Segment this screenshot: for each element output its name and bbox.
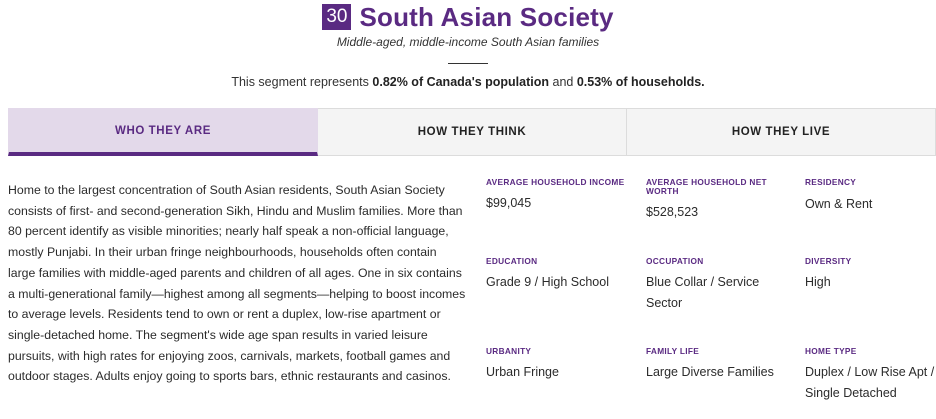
tab-how-they-live[interactable]: HOW THEY LIVE <box>627 108 936 156</box>
fact-average-household-net-worth: AVERAGE HOUSEHOLD NET WORTH $528,523 <box>646 178 786 223</box>
fact-label: OCCUPATION <box>646 256 704 266</box>
fact-value: Grade 9 / High School <box>486 275 609 289</box>
segment-subtitle: Middle-aged, middle-income South Asian f… <box>336 35 600 49</box>
stat-prefix: This segment represents <box>231 75 373 89</box>
fact-value: $99,045 <box>486 196 532 210</box>
stat-middle: and <box>549 75 577 89</box>
fact-label: AVERAGE HOUSEHOLD INCOME <box>486 177 625 187</box>
fact-diversity: DIVERSITY High <box>805 257 935 293</box>
fact-value: $528,523 <box>646 205 699 219</box>
fact-occupation: OCCUPATION Blue Collar / Service Sector <box>646 257 786 314</box>
fact-label: URBANITY <box>486 346 532 356</box>
fact-residency: RESIDENCY Own & Rent <box>805 178 935 215</box>
population-percent: 0.82% of Canada's population <box>372 75 550 89</box>
tab-how-they-think[interactable]: HOW THEY THINK <box>318 108 627 156</box>
fact-value: High <box>805 275 831 289</box>
segment-description: Home to the largest concentration of Sou… <box>8 183 466 384</box>
fact-education: EDUCATION Grade 9 / High School <box>486 257 636 293</box>
fact-family-life: FAMILY LIFE Large Diverse Families <box>646 347 796 383</box>
fact-value: Own & Rent <box>805 197 873 211</box>
fact-value: Blue Collar / Service Sector <box>646 275 760 310</box>
fact-label: AVERAGE HOUSEHOLD NET WORTH <box>646 177 767 196</box>
fact-urbanity: URBANITY Urban Fringe <box>486 347 636 383</box>
fact-label: EDUCATION <box>486 256 538 266</box>
segment-number-badge: 30 <box>322 4 352 30</box>
fact-label: HOME TYPE <box>805 346 857 356</box>
households-percent: 0.53% of households. <box>576 75 705 89</box>
fact-label: RESIDENCY <box>805 177 857 187</box>
fact-value: Large Diverse Families <box>646 365 774 379</box>
title-row: 30 South Asian Society <box>0 2 936 32</box>
fact-value: Duplex / Low Rise Apt / Single Detached <box>805 365 935 400</box>
segment-tabs: WHO THEY ARE HOW THEY THINK HOW THEY LIV… <box>8 108 936 156</box>
fact-home-type: HOME TYPE Duplex / Low Rise Apt / Single… <box>805 347 936 404</box>
header-divider <box>448 63 488 64</box>
fact-label: DIVERSITY <box>805 256 852 266</box>
segment-title: South Asian Society <box>359 2 614 32</box>
segment-stat-line: This segment represents 0.82% of Canada'… <box>0 74 936 90</box>
tab-who-they-are[interactable]: WHO THEY ARE <box>8 108 318 156</box>
fact-label: FAMILY LIFE <box>646 346 700 356</box>
segment-header: 30 South Asian Society Middle-aged, midd… <box>0 0 936 90</box>
fact-value: Urban Fringe <box>486 365 559 379</box>
fact-average-household-income: AVERAGE HOUSEHOLD INCOME $99,045 <box>486 178 626 214</box>
